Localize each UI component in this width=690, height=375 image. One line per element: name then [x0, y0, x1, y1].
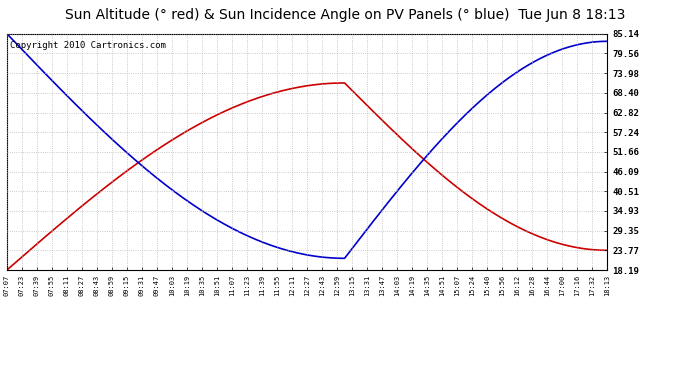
Text: Copyright 2010 Cartronics.com: Copyright 2010 Cartronics.com [10, 41, 166, 50]
Text: Sun Altitude (° red) & Sun Incidence Angle on PV Panels (° blue)  Tue Jun 8 18:1: Sun Altitude (° red) & Sun Incidence Ang… [65, 8, 625, 21]
